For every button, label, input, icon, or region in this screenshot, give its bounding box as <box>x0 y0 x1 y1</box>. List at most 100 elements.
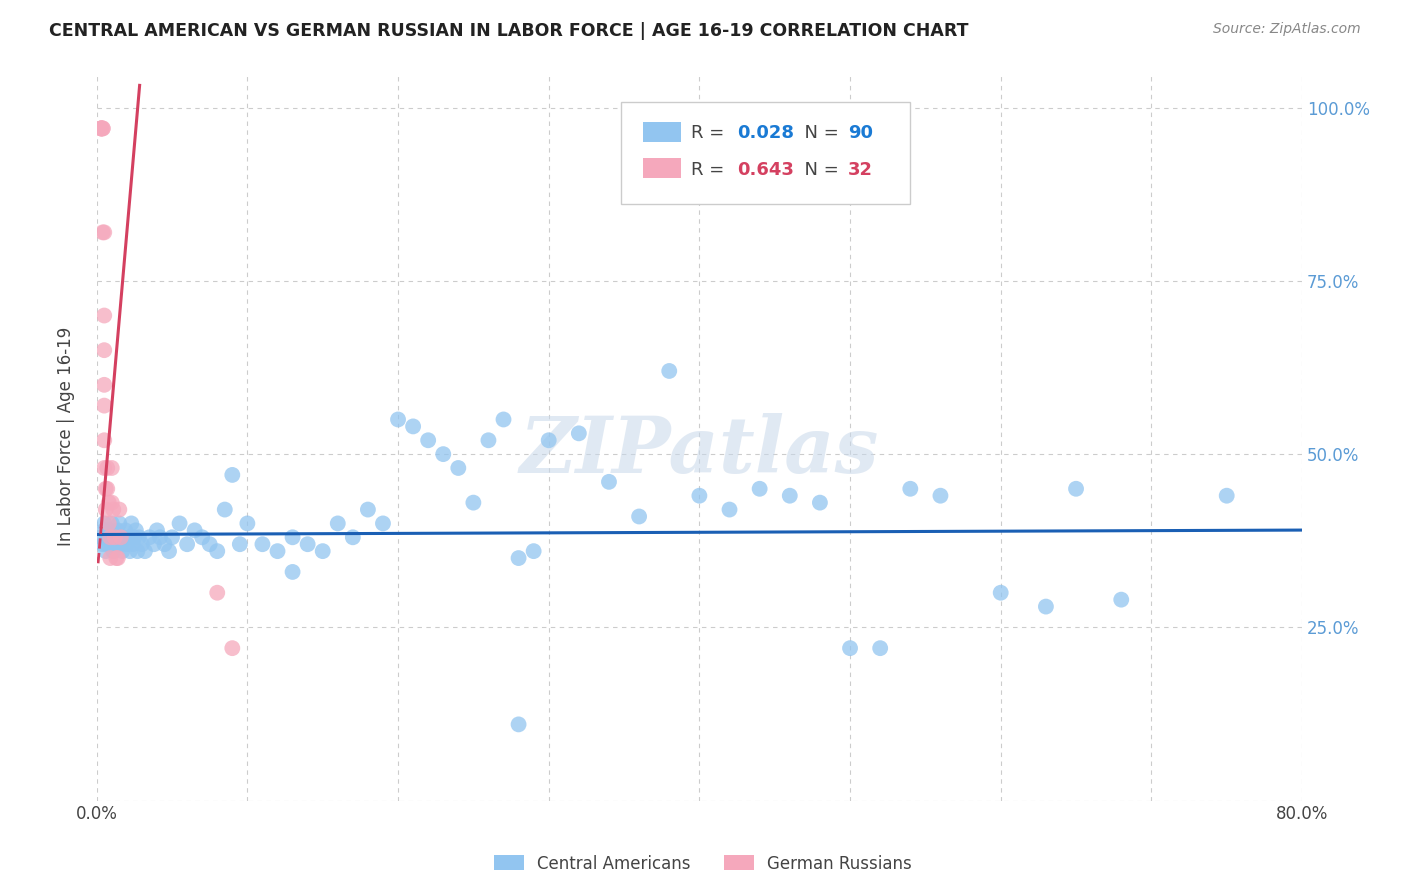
Point <box>90 530 112 544</box>
Point <box>96 530 118 544</box>
Point <box>508 551 530 566</box>
Point <box>93 516 115 531</box>
Point <box>221 641 243 656</box>
Point <box>463 495 485 509</box>
Point <box>94 544 117 558</box>
Point <box>93 399 115 413</box>
Point <box>160 530 183 544</box>
Point <box>229 537 252 551</box>
Point <box>125 524 148 538</box>
Point <box>418 434 440 448</box>
Point <box>898 482 921 496</box>
Point <box>492 412 515 426</box>
Point <box>342 530 364 544</box>
Point <box>91 121 114 136</box>
Point <box>100 461 122 475</box>
Point <box>779 489 801 503</box>
Text: Source: ZipAtlas.com: Source: ZipAtlas.com <box>1213 22 1361 37</box>
Point <box>628 509 651 524</box>
Point <box>839 641 862 656</box>
Point <box>107 551 129 566</box>
Point <box>108 502 131 516</box>
Point <box>90 121 112 136</box>
Point <box>297 537 319 551</box>
Point <box>98 530 121 544</box>
Point <box>402 419 425 434</box>
Point <box>312 544 335 558</box>
Point <box>808 495 831 509</box>
Point <box>169 516 191 531</box>
Point <box>221 467 243 482</box>
Y-axis label: In Labor Force | Age 16-19: In Labor Force | Age 16-19 <box>58 327 75 547</box>
Point <box>131 537 153 551</box>
Point <box>568 426 591 441</box>
Point <box>281 530 304 544</box>
Point <box>1109 592 1132 607</box>
Point <box>387 412 409 426</box>
Point <box>688 489 710 503</box>
Text: 90: 90 <box>848 124 873 143</box>
Point <box>236 516 259 531</box>
Point <box>357 502 380 516</box>
Point <box>371 516 394 531</box>
Point <box>153 537 176 551</box>
Point <box>326 516 349 531</box>
Point <box>869 641 891 656</box>
Point <box>100 495 122 509</box>
Point <box>266 544 288 558</box>
Point <box>115 537 138 551</box>
Point <box>114 524 136 538</box>
Point <box>110 530 132 544</box>
Point <box>157 544 180 558</box>
Point <box>598 475 620 489</box>
Point <box>93 343 115 358</box>
Point <box>105 537 128 551</box>
Point <box>198 537 221 551</box>
Point <box>90 121 112 136</box>
Point <box>183 524 205 538</box>
Point <box>281 565 304 579</box>
Point <box>929 489 952 503</box>
Point <box>990 585 1012 599</box>
Point <box>508 717 530 731</box>
Point <box>94 482 117 496</box>
Point <box>207 585 229 599</box>
Point <box>93 226 115 240</box>
Point <box>191 530 214 544</box>
Point <box>91 121 114 136</box>
Point <box>146 524 169 538</box>
Point <box>104 530 127 544</box>
Point <box>176 537 198 551</box>
Point <box>96 482 118 496</box>
Point <box>90 121 112 136</box>
Point <box>96 537 118 551</box>
FancyBboxPatch shape <box>621 102 910 204</box>
Point <box>94 502 117 516</box>
Point <box>93 524 115 538</box>
Text: ZIPatlas: ZIPatlas <box>520 413 879 490</box>
Point <box>117 530 139 544</box>
Text: R =: R = <box>690 124 730 143</box>
Text: N =: N = <box>793 161 845 178</box>
Text: CENTRAL AMERICAN VS GERMAN RUSSIAN IN LABOR FORCE | AGE 16-19 CORRELATION CHART: CENTRAL AMERICAN VS GERMAN RUSSIAN IN LA… <box>49 22 969 40</box>
Point <box>105 551 128 566</box>
Point <box>477 434 499 448</box>
Text: 0.028: 0.028 <box>737 124 794 143</box>
Point <box>93 309 115 323</box>
Point <box>97 495 120 509</box>
Text: N =: N = <box>793 124 845 143</box>
Point <box>103 544 125 558</box>
Point <box>127 544 149 558</box>
FancyBboxPatch shape <box>643 158 682 178</box>
Point <box>134 544 156 558</box>
Point <box>252 537 274 551</box>
Point <box>1035 599 1057 614</box>
Point <box>748 482 770 496</box>
Text: 0.643: 0.643 <box>737 161 793 178</box>
Point <box>107 524 129 538</box>
Point <box>658 364 681 378</box>
Point <box>103 502 125 516</box>
Text: R =: R = <box>690 161 730 178</box>
Point <box>97 516 120 531</box>
Point <box>110 537 132 551</box>
